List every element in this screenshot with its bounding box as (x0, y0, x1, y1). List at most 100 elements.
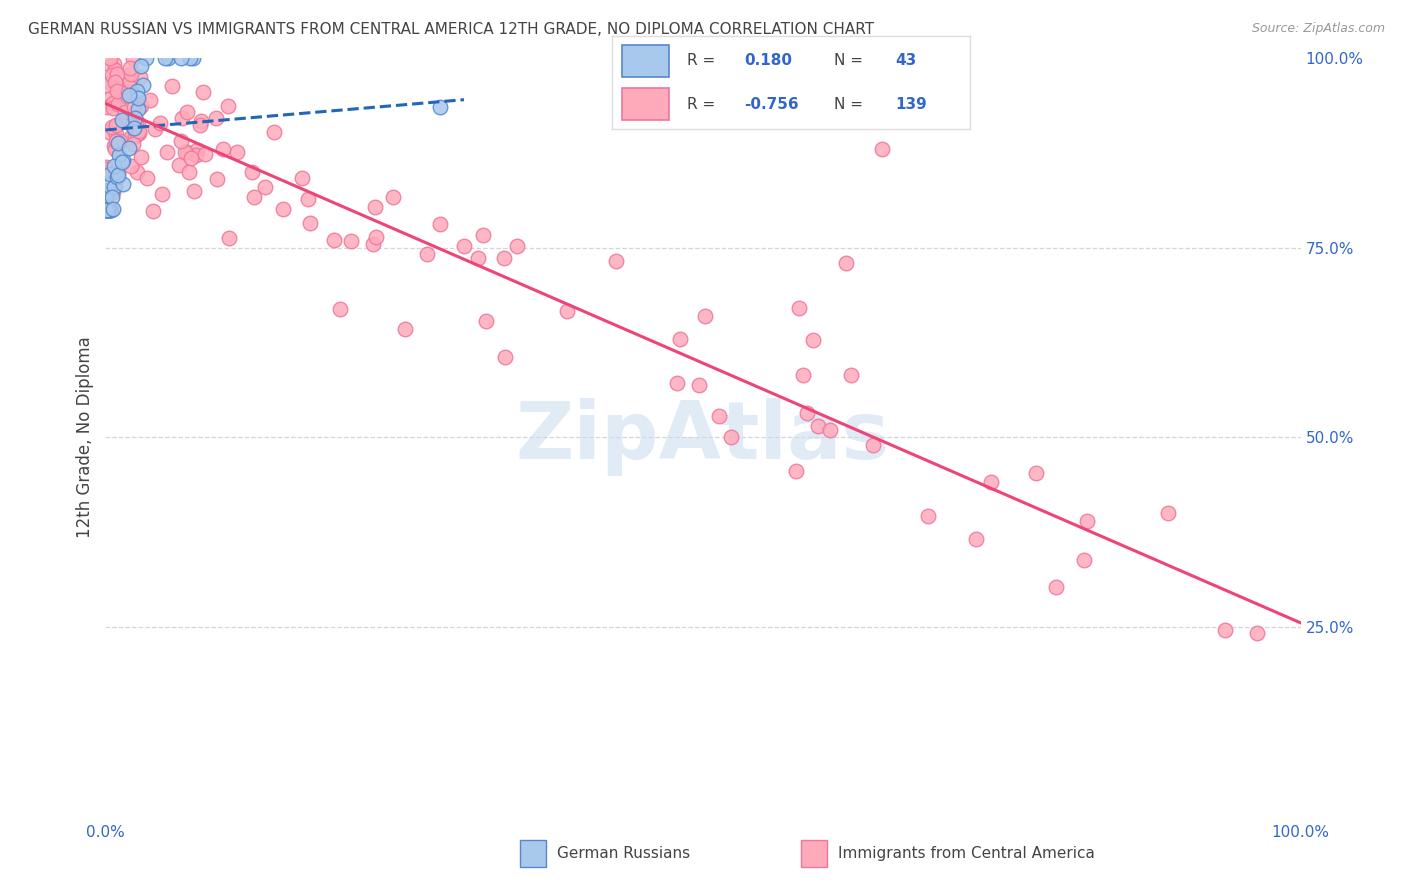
Point (108, 134, 131, 148)
Point (120, 159, 142, 173)
Point (98, 202, 121, 217)
Point (105, 118, 128, 132)
Text: R =: R = (688, 54, 716, 69)
Point (169, 134, 191, 148)
Point (127, 116, 149, 130)
Text: 139: 139 (894, 96, 927, 112)
Point (107, 148, 129, 162)
Point (101, 68, 124, 82)
Point (226, 145, 249, 160)
Text: ZipAtlas: ZipAtlas (516, 398, 890, 476)
Text: German Russians: German Russians (557, 847, 690, 861)
Point (121, 118, 143, 132)
Point (720, 430, 742, 444)
Point (709, 409, 731, 423)
Point (173, 145, 195, 160)
Point (94, 190, 117, 204)
Point (103, 180, 125, 194)
Point (494, 251, 516, 265)
Point (188, 118, 211, 132)
Point (104, 75, 127, 89)
Point (100, 51, 122, 65)
Point (125, 127, 148, 141)
Point (467, 251, 489, 265)
Point (796, 406, 818, 420)
Point (271, 202, 294, 216)
Point (124, 120, 146, 135)
Point (122, 51, 145, 65)
Point (97, 202, 120, 217)
Point (186, 143, 208, 157)
Point (429, 100, 451, 114)
Point (94, 202, 117, 217)
Point (555, 304, 578, 318)
Point (94, 160, 117, 174)
Text: Source: ZipAtlas.com: Source: ZipAtlas.com (1251, 22, 1385, 36)
Point (1246, 626, 1268, 640)
Point (183, 184, 205, 198)
Point (429, 217, 451, 231)
Point (475, 314, 498, 328)
Point (862, 438, 884, 452)
Point (128, 127, 150, 141)
Point (104, 119, 127, 133)
Point (179, 51, 201, 65)
Point (665, 376, 688, 390)
Point (132, 78, 155, 92)
Point (149, 116, 172, 130)
Point (104, 169, 127, 183)
Point (127, 102, 149, 116)
Point (104, 63, 127, 78)
Point (205, 171, 228, 186)
Point (129, 150, 152, 164)
Point (129, 70, 152, 84)
Point (124, 116, 146, 130)
Point (135, 170, 157, 185)
Point (118, 88, 141, 103)
Point (138, 93, 160, 107)
Point (101, 101, 124, 115)
Point (100, 186, 122, 201)
Point (120, 67, 142, 81)
Point (153, 51, 177, 65)
Point (97, 178, 120, 192)
Text: -0.756: -0.756 (744, 96, 799, 112)
Point (181, 51, 204, 65)
Point (122, 100, 145, 114)
Point (107, 168, 129, 182)
Point (965, 532, 987, 546)
Point (693, 310, 716, 324)
Text: N =: N = (834, 54, 863, 69)
Point (111, 153, 134, 167)
Point (125, 165, 148, 179)
Point (177, 164, 200, 178)
Point (128, 124, 150, 138)
Point (176, 105, 198, 120)
Point (117, 88, 139, 103)
Point (100, 90, 122, 104)
Point (117, 80, 139, 95)
Text: GERMAN RUSSIAN VS IMMIGRANTS FROM CENTRAL AMERICA 12TH GRADE, NO DIPLOMA CORRELA: GERMAN RUSSIAN VS IMMIGRANTS FROM CENTRA… (28, 22, 875, 37)
Point (124, 112, 146, 126)
Point (176, 145, 198, 159)
Point (114, 104, 136, 119)
Point (105, 66, 128, 80)
Point (107, 166, 129, 180)
Point (818, 423, 841, 437)
Point (190, 114, 212, 128)
Point (107, 97, 129, 112)
Point (1157, 506, 1180, 520)
Point (120, 61, 142, 75)
Point (105, 84, 128, 98)
Point (120, 130, 142, 145)
Point (243, 189, 266, 203)
FancyBboxPatch shape (623, 45, 669, 77)
Point (792, 368, 814, 383)
Point (111, 177, 134, 191)
Point (505, 238, 527, 252)
Point (101, 120, 124, 135)
Point (104, 80, 127, 95)
Point (253, 180, 276, 194)
Point (97, 202, 120, 217)
Point (96, 202, 118, 217)
